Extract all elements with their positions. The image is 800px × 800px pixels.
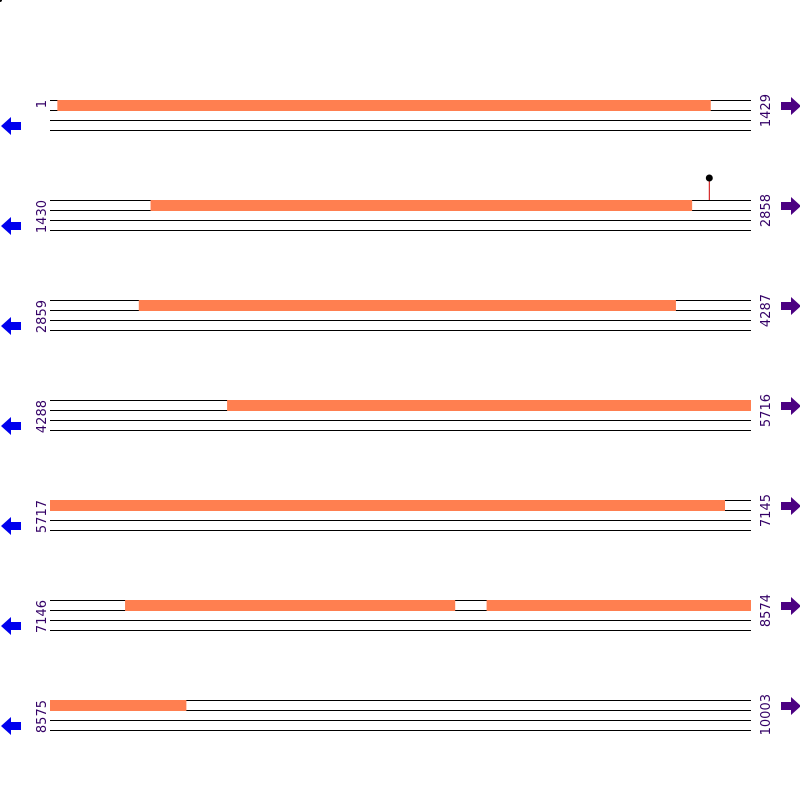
sequence-row: 2859 4287 bbox=[1, 294, 800, 335]
row-end-label: 5716 bbox=[759, 394, 774, 427]
row-end-label: 2858 bbox=[759, 194, 774, 227]
row-start-label: 7146 bbox=[35, 600, 50, 633]
row-start-label: 2859 bbox=[35, 300, 50, 333]
arrow-left-icon bbox=[1, 417, 21, 435]
sequence-row: 1430 2858 bbox=[1, 174, 800, 235]
sequence-row: 5717 7145 bbox=[1, 494, 800, 535]
arrow-left-icon bbox=[1, 717, 21, 735]
arrow-right-icon bbox=[781, 197, 800, 215]
row-start-label: 5717 bbox=[35, 500, 50, 533]
orf-bar bbox=[57, 100, 711, 111]
row-end-label: 1429 bbox=[759, 94, 774, 127]
arrow-left-icon bbox=[1, 617, 21, 635]
arrow-right-icon bbox=[781, 297, 800, 315]
arrow-left-icon bbox=[1, 217, 21, 235]
arrow-right-icon bbox=[781, 697, 800, 715]
arrow-left-icon bbox=[1, 117, 21, 135]
row-start-label: 4288 bbox=[35, 400, 50, 433]
orf-bar bbox=[125, 600, 456, 611]
row-end-label: 10003 bbox=[759, 694, 774, 735]
arrow-left-icon bbox=[1, 317, 21, 335]
sequence-rows: 1 1429 1430 2858 2859 4287 4288 5716 5717 7145 714… bbox=[1, 94, 800, 735]
orf-bar bbox=[50, 500, 726, 511]
sequence-row: 4288 5716 bbox=[1, 394, 800, 435]
arrow-right-icon bbox=[781, 497, 800, 515]
orf-bar bbox=[50, 700, 187, 711]
arrow-right-icon bbox=[781, 597, 800, 615]
orf-bar bbox=[150, 200, 693, 211]
row-start-label: 1 bbox=[35, 100, 50, 108]
orf-bar bbox=[138, 300, 676, 311]
arrow-left-icon bbox=[1, 517, 21, 535]
arrow-right-icon bbox=[781, 97, 800, 115]
orf-bar bbox=[227, 400, 751, 411]
row-end-label: 7145 bbox=[759, 494, 774, 527]
sequence-row: 7146 8574 bbox=[1, 594, 800, 635]
row-start-label: 1430 bbox=[35, 200, 50, 233]
row-end-label: 8574 bbox=[759, 594, 774, 627]
corner-dot bbox=[0, 0, 2, 2]
sequence-row: 1 1429 bbox=[1, 94, 800, 135]
orf-bar bbox=[486, 600, 751, 611]
row-start-label: 8575 bbox=[35, 700, 50, 733]
row-end-label: 4287 bbox=[759, 294, 774, 327]
arrow-right-icon bbox=[781, 397, 800, 415]
sequence-row: 8575 10003 bbox=[1, 694, 800, 735]
marker-head bbox=[705, 174, 713, 182]
